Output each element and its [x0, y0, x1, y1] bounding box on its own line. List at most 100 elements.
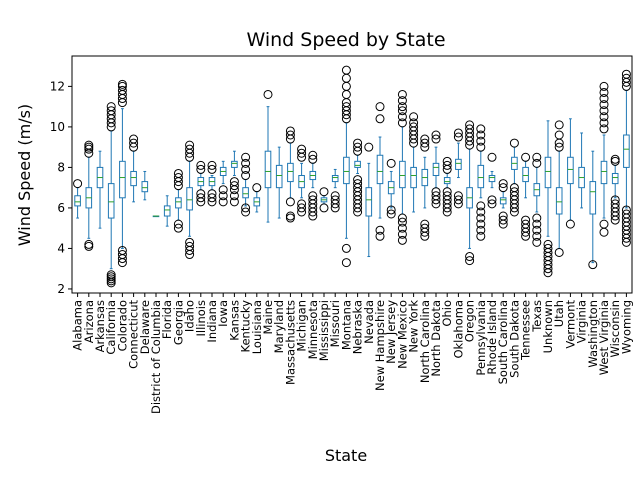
outlier-point — [442, 160, 452, 170]
box-group — [588, 150, 598, 270]
box-group — [173, 168, 183, 233]
box-group — [610, 154, 620, 225]
x-tick-label: Nebraska — [351, 300, 365, 354]
box-group — [621, 69, 631, 247]
box-group — [319, 187, 329, 213]
outlier-point — [610, 154, 620, 164]
outlier-point — [487, 195, 497, 205]
box — [443, 177, 451, 185]
x-tick-label: Idaho — [183, 300, 197, 332]
outlier-point — [532, 213, 542, 223]
outlier-point — [297, 148, 307, 158]
outlier-point — [465, 124, 475, 134]
outlier-point — [476, 219, 486, 229]
x-tick-label: Maryland — [272, 300, 286, 353]
y-tick-label: 6 — [57, 201, 65, 215]
outlier-point — [207, 160, 217, 170]
x-tick-label: Wyoming — [619, 300, 633, 354]
box — [410, 166, 417, 189]
outlier-point — [453, 195, 463, 205]
outlier-point — [465, 120, 475, 130]
outlier-point — [229, 177, 239, 187]
x-tick-label: Connecticut — [127, 300, 141, 369]
outlier-point — [117, 250, 127, 260]
outlier-point — [599, 100, 609, 110]
x-tick-label: New Jersey — [384, 300, 398, 364]
box-group — [185, 140, 195, 260]
outlier-point — [297, 203, 307, 213]
outlier-point — [521, 152, 531, 162]
outlier-point — [431, 130, 441, 140]
box-group — [73, 179, 83, 219]
box-group — [84, 140, 94, 251]
y-tick-label: 4 — [57, 241, 65, 255]
outlier-point — [397, 217, 407, 227]
box — [376, 154, 384, 185]
outlier-point — [498, 211, 508, 221]
outlier-point — [285, 211, 295, 221]
box-group — [476, 124, 486, 241]
outlier-point — [498, 179, 508, 189]
box-group — [375, 102, 385, 241]
outlier-point — [185, 241, 195, 251]
x-tick-label: Arkansas — [93, 300, 107, 352]
box — [287, 162, 294, 183]
outlier-point — [498, 215, 508, 225]
y-axis: 2 4 6 8 10 12 — [50, 79, 72, 296]
outlier-point — [263, 89, 273, 99]
outlier-point — [521, 215, 531, 225]
x-tick-label: Nevada — [362, 300, 376, 344]
x-tick-label: Wisconsin — [608, 300, 622, 357]
box-group — [141, 170, 149, 201]
box-group — [263, 89, 273, 223]
x-tick-label: South Dakota — [507, 300, 521, 378]
x-tick-label: New York — [407, 300, 421, 353]
outlier-point — [599, 112, 609, 122]
y-tick-label: 2 — [57, 282, 65, 296]
outlier-point — [319, 187, 329, 197]
outlier-point — [84, 241, 94, 251]
box — [130, 170, 137, 187]
outlier-point — [554, 130, 564, 140]
outlier-point — [129, 134, 139, 144]
outlier-point — [621, 73, 631, 83]
outlier-point — [84, 239, 94, 249]
box-group — [207, 160, 217, 207]
box-group — [241, 152, 251, 217]
outlier-point — [532, 237, 542, 247]
box — [623, 134, 630, 168]
outlier-point — [476, 213, 486, 223]
outlier-point — [106, 270, 116, 280]
outlier-point — [319, 203, 329, 213]
box-group — [308, 150, 318, 221]
outlier-point — [498, 183, 508, 193]
box-group — [543, 120, 553, 278]
outlier-point — [453, 132, 463, 142]
box-group — [341, 65, 351, 268]
outlier-point — [476, 207, 486, 217]
box-group — [163, 195, 171, 227]
outlier-point — [599, 219, 609, 229]
outlier-point — [341, 65, 351, 75]
x-tick-label: Washington — [586, 300, 600, 368]
outlier-point — [442, 191, 452, 201]
x-tick-label: Indiana — [205, 300, 219, 343]
box-group — [420, 134, 430, 241]
box — [589, 181, 597, 215]
outlier-point — [185, 144, 195, 154]
plot-area — [73, 65, 631, 288]
outlier-point — [442, 156, 452, 166]
x-tick-label: Texas — [530, 300, 544, 333]
x-tick-label: Ohio — [440, 300, 454, 327]
outlier-point — [532, 225, 542, 235]
outlier-point — [218, 191, 228, 201]
outlier-point — [241, 203, 251, 213]
x-tick-label: Arizona — [82, 300, 96, 343]
box-group — [487, 152, 497, 209]
box-group — [532, 152, 542, 247]
outlier-point — [117, 245, 127, 255]
y-tick-label: 12 — [50, 79, 65, 93]
box-group — [554, 120, 564, 257]
outlier-point — [397, 106, 407, 116]
outlier-point — [375, 225, 385, 235]
